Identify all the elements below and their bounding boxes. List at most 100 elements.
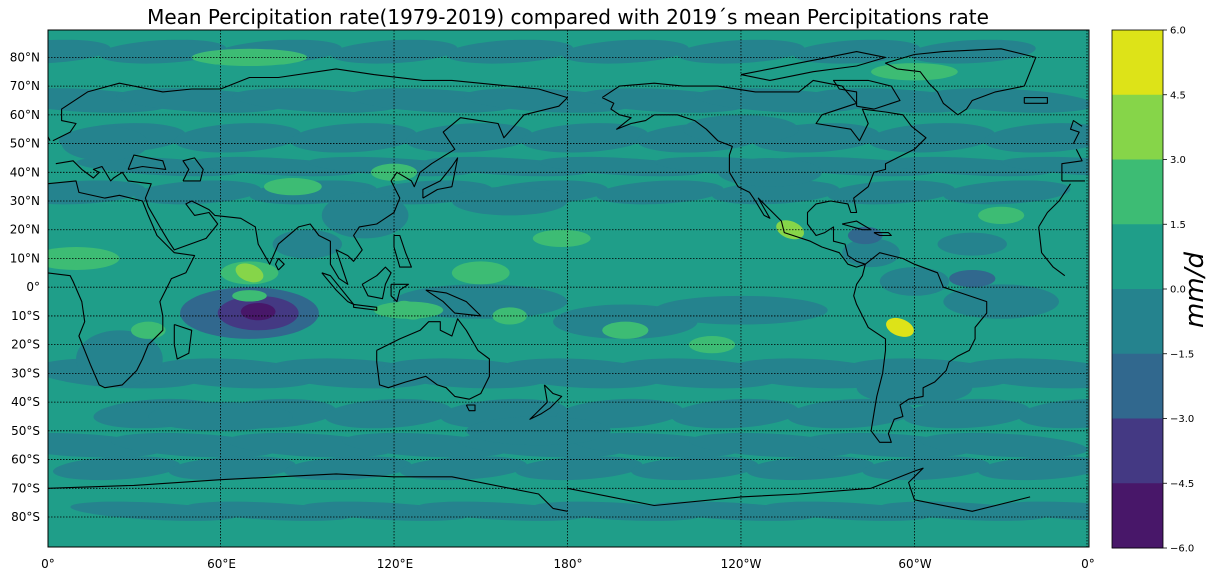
- colorbar: 6.0 4.5 3.0 1.5 0.0 −1.5 −3.0 −4.5 −6.0: [1111, 26, 1194, 555]
- colorbar-tick-label: 1.5: [1170, 220, 1186, 231]
- contour-region: [787, 398, 915, 429]
- contour-region: [943, 180, 1071, 205]
- contour-region: [284, 456, 412, 481]
- coastline: [390, 283, 410, 303]
- colorbar-segment: [1112, 418, 1163, 484]
- contour-region: [842, 238, 900, 268]
- colorbar-segment: [1112, 159, 1163, 225]
- coastline: [274, 257, 285, 271]
- colorbar-tick-label: 0.0: [1170, 285, 1186, 296]
- coastline: [48, 180, 196, 389]
- coastline: [529, 384, 563, 420]
- colorbar-tick-label: −6.0: [1170, 544, 1194, 555]
- colorbar-label: mm/d: [1180, 252, 1210, 328]
- colorbar-segment: [1112, 224, 1163, 290]
- coastline: [48, 135, 51, 141]
- latitude-tick-labels: 80°N 70°N 60°N 50°N 40°N 30°N 20°N 10°N 0° 10°S 20…: [10, 50, 40, 524]
- contour-region: [871, 63, 958, 81]
- contour-region: [235, 263, 264, 283]
- coastline: [884, 48, 1037, 116]
- contour-region: [174, 123, 302, 153]
- gridlines: [48, 30, 1089, 547]
- contour-region: [891, 320, 909, 335]
- longitude-tick-label: 180°: [554, 557, 583, 571]
- latitude-tick-label: 50°N: [10, 137, 40, 151]
- colorbar-segment: [1112, 30, 1163, 96]
- colorbar-segment: [1112, 94, 1163, 160]
- contour-region: [48, 248, 76, 268]
- coastline: [422, 157, 459, 199]
- contour-region: [983, 123, 1089, 153]
- contour-region: [76, 330, 163, 388]
- contour-region: [746, 456, 874, 481]
- contour-region: [61, 126, 149, 161]
- contour-region: [602, 321, 649, 339]
- coastline: [853, 252, 988, 443]
- contour-region: [712, 180, 840, 205]
- contour-region: [272, 229, 342, 259]
- colorbar-tick-label: 6.0: [1170, 26, 1186, 37]
- contour-region: [1001, 156, 1089, 177]
- latitude-tick-label: 50°S: [11, 424, 40, 438]
- coastlines: [48, 48, 1085, 512]
- longitude-tick-label: 0°: [41, 557, 55, 571]
- contour-region: [324, 398, 452, 429]
- contour-region: [596, 180, 724, 205]
- contour-region: [879, 267, 950, 296]
- contour-region: [130, 321, 166, 339]
- colorbar-tick-label: 4.5: [1170, 90, 1186, 101]
- coastline: [1061, 149, 1083, 181]
- contour-region: [148, 402, 293, 431]
- latitude-tick-label: 20°N: [10, 223, 40, 237]
- coastline: [1069, 120, 1083, 144]
- contour-region: [671, 398, 799, 429]
- contour-region: [920, 432, 1088, 458]
- latitude-tick-label: 0°: [26, 280, 40, 294]
- coastline: [361, 266, 392, 300]
- contour-region: [631, 456, 759, 481]
- colorbar-tick-label: 3.0: [1170, 155, 1186, 166]
- coastline: [376, 318, 490, 400]
- contour-region: [492, 307, 528, 325]
- chart-title: Mean Percipitation rate(1979-2019) compa…: [147, 5, 989, 29]
- contour-region: [847, 226, 883, 245]
- coastline: [52, 68, 569, 285]
- contour-region: [515, 456, 643, 481]
- latitude-tick-label: 60°N: [10, 108, 40, 122]
- coastline: [173, 323, 193, 360]
- contour-region: [943, 284, 1059, 319]
- coastline: [353, 303, 378, 311]
- contour-region: [717, 157, 822, 187]
- longitude-tick-label: 60°W: [898, 557, 931, 571]
- contour-region: [240, 303, 276, 321]
- contour-region: [451, 261, 510, 285]
- contour-region: [902, 398, 1030, 429]
- contour-region: [399, 456, 527, 481]
- colorbar-segment: [1112, 483, 1163, 549]
- latitude-tick-label: 60°S: [11, 453, 40, 467]
- contour-region: [321, 192, 409, 239]
- contour-region: [168, 456, 296, 481]
- contour-region: [868, 123, 996, 153]
- coastline: [873, 232, 892, 237]
- contour-region: [978, 456, 1089, 481]
- coastline: [48, 473, 568, 512]
- contour-region: [862, 456, 990, 481]
- longitude-tick-labels: 0° 60°E 120°E 180° 120°W 60°W 0°: [41, 557, 1095, 571]
- longitude-tick-label: 120°W: [721, 557, 762, 571]
- contour-region: [451, 186, 568, 216]
- latitude-tick-label: 80°S: [11, 510, 40, 524]
- map-frame: [47, 29, 1090, 548]
- colorbar-segment: [1112, 353, 1163, 419]
- contour-region: [521, 123, 649, 153]
- coastline: [1038, 226, 1066, 277]
- longitude-tick-label: 120°E: [377, 557, 414, 571]
- coastline: [1023, 97, 1048, 104]
- contour-region: [1018, 398, 1089, 429]
- latitude-tick-label: 70°S: [11, 481, 40, 495]
- contour-region: [263, 178, 322, 196]
- contour-region: [232, 290, 267, 302]
- latitude-tick-label: 40°S: [11, 395, 40, 409]
- contour-layer: [48, 39, 1089, 521]
